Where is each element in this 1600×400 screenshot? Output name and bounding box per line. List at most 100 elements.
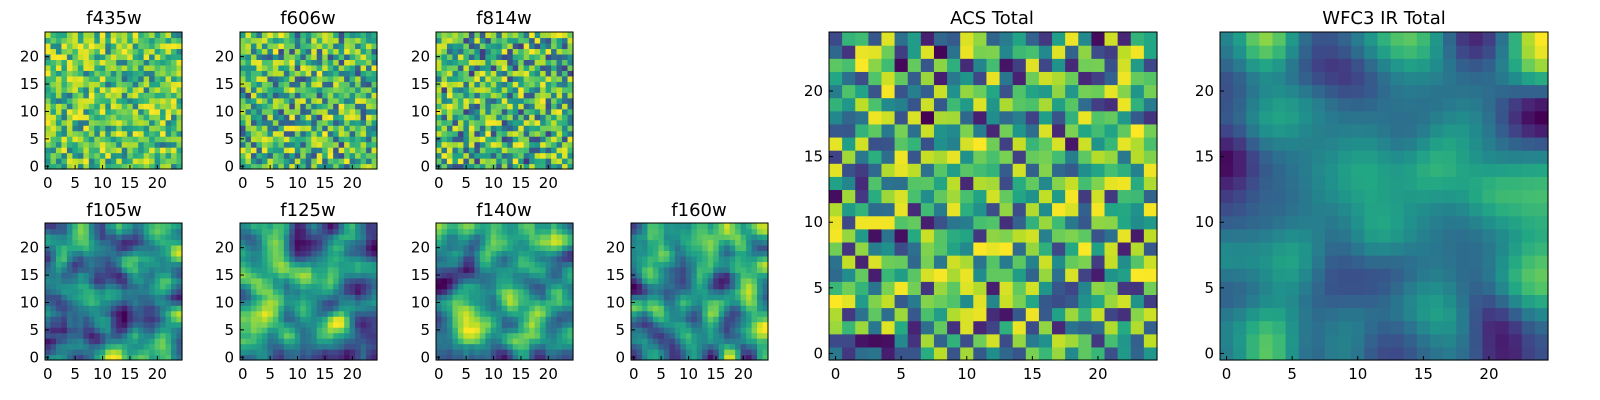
heatmap-cell (66, 250, 73, 257)
heatmap-cell (540, 354, 547, 361)
heatmap-cell (305, 239, 312, 246)
heatmap-cell (105, 223, 112, 230)
heatmap-cell (479, 321, 486, 328)
heatmap-cell (463, 233, 470, 241)
heatmap-cell (441, 261, 448, 268)
heatmap-cell (267, 125, 274, 132)
heatmap-cell (138, 299, 145, 306)
heatmap-cell (149, 299, 156, 306)
heatmap-cell (116, 316, 123, 323)
heatmap-cell (105, 305, 112, 312)
heatmap-cell (713, 233, 720, 241)
heatmap-cell (762, 294, 769, 301)
heatmap-cell (457, 233, 464, 241)
heatmap-cell (311, 48, 318, 55)
heatmap-cell (457, 321, 464, 328)
heatmap-cell (61, 343, 68, 350)
heatmap-cell (50, 332, 57, 339)
heatmap-cell (88, 97, 95, 104)
heatmap-cell (707, 288, 714, 295)
heatmap-cell (920, 294, 935, 309)
heatmap-cell (105, 338, 112, 345)
heatmap-cell (272, 114, 279, 121)
heatmap-cell (986, 202, 1001, 217)
heatmap-cell (947, 268, 961, 282)
heatmap-cell (545, 75, 552, 82)
heatmap-cell (534, 158, 541, 165)
heatmap-cell (751, 354, 758, 361)
heatmap-cell (551, 119, 558, 126)
heatmap-cell (360, 42, 367, 50)
heatmap-cell (631, 316, 638, 323)
heatmap-cell (99, 349, 106, 356)
heatmap-cell (973, 136, 988, 151)
heatmap-cell (842, 163, 856, 177)
heatmap-cell (176, 321, 183, 328)
heatmap-cell (740, 294, 747, 301)
heatmap-cell (116, 81, 123, 88)
heatmap-cell (463, 37, 470, 44)
heatmap-cell (534, 299, 541, 306)
heatmap-cell (490, 42, 497, 50)
heatmap-cell (245, 261, 252, 268)
heatmap-cell (551, 136, 558, 143)
heatmap-cell (176, 305, 183, 312)
heatmap-cell (441, 277, 448, 284)
heatmap-cell (349, 108, 356, 115)
heatmap-cell (512, 332, 519, 339)
heatmap-cell (652, 233, 659, 241)
heatmap-cell (540, 163, 547, 170)
heatmap-cell (631, 266, 638, 273)
heatmap-cell (360, 48, 367, 55)
heatmap-cell (121, 261, 128, 268)
heatmap-cell (261, 349, 268, 356)
heatmap-cell (446, 42, 454, 50)
heatmap-cell (154, 338, 161, 345)
heatmap-cell (289, 119, 296, 126)
heatmap-cell (300, 255, 307, 262)
heatmap-cell (50, 233, 57, 241)
heatmap-cell (99, 305, 106, 312)
heatmap-cell (452, 305, 459, 312)
heatmap-cell (545, 103, 552, 110)
heatmap-cell (746, 239, 753, 246)
heatmap-cell (176, 283, 183, 290)
heatmap-cell (696, 255, 703, 262)
heatmap-cell (463, 316, 470, 323)
heatmap-cell (240, 75, 247, 82)
heatmap-cell (267, 70, 274, 77)
heatmap-cell (88, 327, 95, 334)
heatmap-cell (154, 108, 161, 115)
heatmap-cell (556, 97, 563, 104)
heatmap-cell (344, 86, 351, 93)
heatmap-cell (45, 332, 52, 339)
heatmap-cell (105, 228, 112, 235)
heatmap-cell (567, 53, 574, 60)
heatmap-cell (534, 37, 541, 44)
heatmap-cell (523, 64, 530, 71)
heatmap-cell (685, 283, 692, 290)
heatmap-cell (132, 343, 139, 350)
heatmap-cell (551, 316, 558, 323)
heatmap-cell (333, 152, 340, 159)
heatmap-cell (485, 321, 492, 328)
heatmap-cell (322, 266, 329, 273)
heatmap-cell (468, 59, 475, 66)
heatmap-cell (294, 59, 301, 66)
heatmap-cell (518, 338, 525, 345)
heatmap-cell (713, 283, 720, 290)
heatmap-cell (143, 244, 150, 251)
heatmap-cell (452, 272, 459, 279)
heatmap-cell (371, 75, 378, 82)
heatmap-cell (829, 202, 843, 217)
heatmap-cell (674, 288, 681, 295)
heatmap-cell (116, 64, 123, 71)
heatmap-cell (479, 114, 486, 121)
heatmap-cell (986, 163, 1001, 177)
heatmap-cell (116, 272, 123, 279)
heatmap-cell (652, 272, 659, 279)
heatmap-cell (45, 42, 52, 50)
heatmap-cell (436, 75, 443, 82)
heatmap-cell (149, 338, 156, 345)
heatmap-cell (77, 158, 84, 165)
